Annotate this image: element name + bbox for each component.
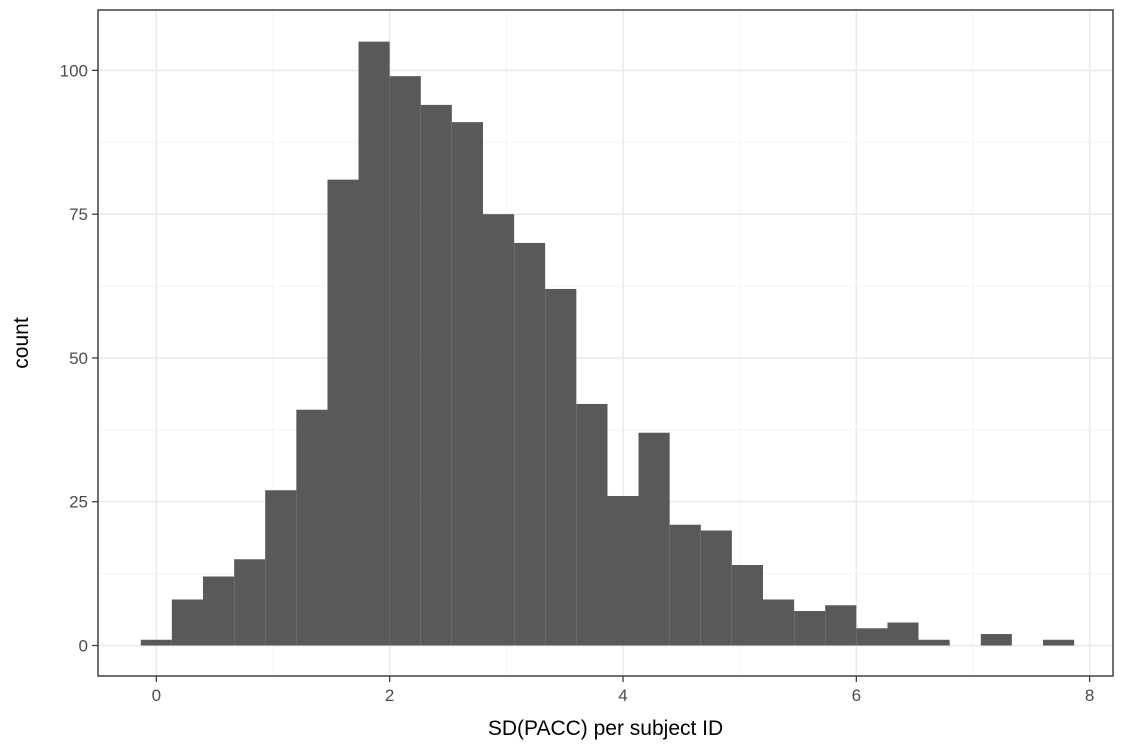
x-axis-title: SD(PACC) per subject ID [488, 717, 723, 740]
y-tick-label: 75 [69, 205, 88, 224]
histogram-bar [203, 576, 235, 646]
histogram-bar [638, 432, 670, 646]
y-tick-label: 50 [69, 349, 88, 368]
y-axis-ticks: 0 25 50 75 100 [60, 61, 98, 656]
histogram-bar [825, 605, 857, 646]
histogram-bar [420, 104, 452, 646]
histogram-bar [234, 559, 266, 646]
histogram-bar [140, 639, 172, 646]
x-tick-label: 2 [385, 686, 394, 705]
x-tick-label: 4 [618, 686, 627, 705]
histogram-bar [856, 628, 888, 646]
panel-border [97, 9, 1114, 677]
histogram-bar [545, 288, 577, 646]
histogram-bar [794, 611, 826, 646]
histogram-bars [140, 41, 1075, 646]
histogram-bar [514, 242, 546, 646]
histogram-bar [389, 76, 421, 646]
histogram-bar [296, 409, 328, 646]
x-tick-label: 8 [1085, 686, 1094, 705]
x-tick-label: 6 [852, 686, 861, 705]
x-tick-label: 0 [152, 686, 161, 705]
histogram-bar [1043, 639, 1075, 646]
x-axis-ticks: 0 2 4 6 8 [152, 676, 1094, 705]
y-axis-title: count [10, 317, 33, 369]
histogram-bar [358, 41, 390, 646]
histogram-bar [265, 490, 297, 646]
histogram-bar [731, 565, 763, 646]
y-tick-label: 0 [79, 637, 88, 656]
y-tick-label: 100 [60, 61, 88, 80]
histogram-bar [700, 530, 732, 646]
histogram-bar [918, 639, 950, 646]
histogram-bar [327, 179, 359, 646]
histogram-bar [451, 122, 483, 646]
histogram-bar [607, 495, 639, 646]
histogram-bar [483, 214, 515, 646]
histogram-bar [171, 599, 203, 646]
y-tick-label: 25 [69, 493, 88, 512]
histogram-bar [763, 599, 795, 646]
histogram-bar [576, 403, 608, 646]
histogram-bar [669, 524, 701, 646]
histogram-bar [887, 622, 919, 646]
histogram-bar [980, 634, 1012, 646]
